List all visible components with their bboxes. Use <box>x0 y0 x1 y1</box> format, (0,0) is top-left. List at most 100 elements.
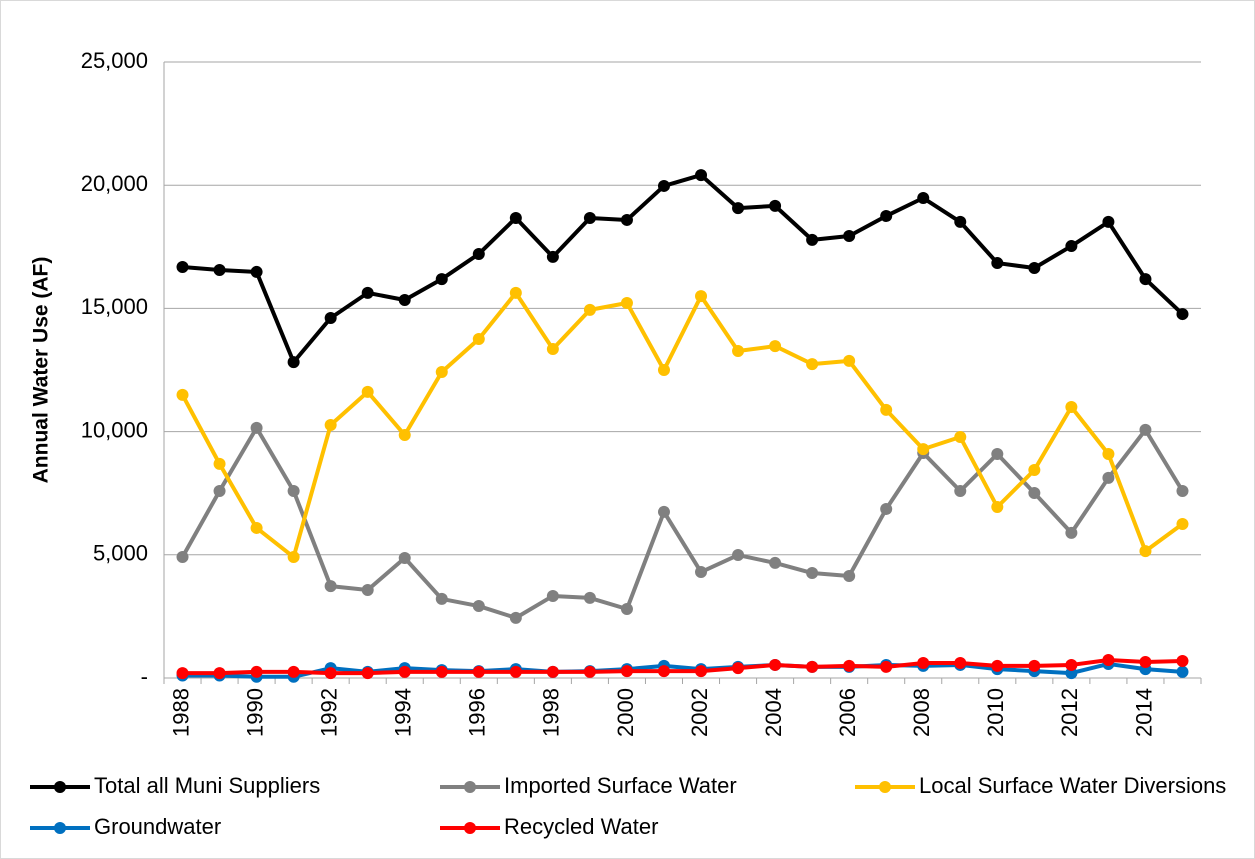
data-point <box>472 665 485 678</box>
data-point <box>880 660 893 673</box>
legend-marker <box>464 822 476 834</box>
data-point <box>509 211 522 224</box>
data-point <box>287 551 300 564</box>
data-point <box>213 667 226 680</box>
x-tick-label: 2008 <box>909 688 934 737</box>
data-point <box>769 199 782 212</box>
data-point <box>1176 654 1189 667</box>
data-point <box>1176 484 1189 497</box>
data-point <box>583 591 596 604</box>
x-tick-label: 2002 <box>687 688 712 737</box>
data-point <box>1065 658 1078 671</box>
data-point <box>435 592 448 605</box>
data-point <box>287 665 300 678</box>
data-point <box>250 265 263 278</box>
data-point <box>657 505 670 518</box>
data-point <box>806 233 819 246</box>
legend-label: Imported Surface Water <box>504 773 737 798</box>
y-tick-label: - <box>141 664 148 689</box>
data-point <box>1139 655 1152 668</box>
data-point <box>769 658 782 671</box>
data-point <box>435 273 448 286</box>
legend-label: Recycled Water <box>504 814 658 839</box>
data-point <box>695 566 708 579</box>
data-point <box>620 603 633 616</box>
data-point <box>1028 486 1041 499</box>
data-point <box>954 484 967 497</box>
data-point <box>361 286 374 299</box>
x-tick-label: 1990 <box>242 688 267 737</box>
data-point <box>213 263 226 276</box>
y-axis-label: Annual Water Use (AF) <box>30 257 53 484</box>
data-point <box>583 665 596 678</box>
data-point <box>546 343 559 356</box>
data-point <box>176 388 189 401</box>
data-point <box>954 431 967 444</box>
data-point <box>991 257 1004 270</box>
data-point <box>991 448 1004 461</box>
data-point <box>732 662 745 675</box>
series-line <box>182 658 1183 676</box>
data-point <box>435 365 448 378</box>
data-point <box>472 332 485 345</box>
data-point <box>695 665 708 678</box>
data-point <box>250 421 263 434</box>
data-point <box>917 443 930 456</box>
data-point <box>732 345 745 358</box>
data-point <box>250 521 263 534</box>
x-tick-label: 2004 <box>761 688 786 737</box>
data-point <box>806 567 819 580</box>
legend-label: Total all Muni Suppliers <box>94 773 320 798</box>
data-point <box>1065 240 1078 253</box>
data-point <box>657 665 670 678</box>
data-point <box>954 656 967 669</box>
data-point <box>1176 518 1189 530</box>
x-tick-label: 2014 <box>1131 688 1156 737</box>
data-point <box>620 296 633 309</box>
data-point <box>1028 261 1041 274</box>
data-point <box>1102 215 1115 228</box>
data-point <box>1102 448 1115 461</box>
data-point <box>546 589 559 602</box>
data-point <box>213 457 226 470</box>
data-point <box>843 354 856 367</box>
data-point <box>324 312 337 325</box>
data-point <box>917 192 930 205</box>
x-tick-label: 2006 <box>835 688 860 737</box>
data-point <box>620 665 633 678</box>
data-point <box>176 261 189 274</box>
y-tick-label: 15,000 <box>81 294 148 319</box>
data-point <box>917 656 930 669</box>
y-tick-label: 5,000 <box>93 541 148 566</box>
data-point <box>287 484 300 497</box>
data-point <box>361 584 374 597</box>
y-tick-label: 20,000 <box>81 171 148 196</box>
data-point <box>769 340 782 353</box>
data-point <box>991 659 1004 672</box>
data-point <box>435 665 448 678</box>
data-point <box>991 500 1004 513</box>
data-point <box>1028 464 1041 477</box>
data-point <box>398 294 411 307</box>
data-point <box>1139 273 1152 286</box>
data-point <box>398 665 411 678</box>
legend-label: Groundwater <box>94 814 221 839</box>
data-point <box>806 358 819 371</box>
data-point <box>509 665 522 678</box>
data-point <box>361 667 374 680</box>
data-point <box>1102 471 1115 484</box>
legend-marker <box>879 781 891 793</box>
x-tick-label: 1996 <box>465 688 490 737</box>
data-point <box>1065 400 1078 413</box>
data-point <box>954 215 967 228</box>
y-tick-label: 25,000 <box>81 48 148 73</box>
data-point <box>398 552 411 565</box>
data-point <box>583 211 596 224</box>
series-line <box>182 173 1184 365</box>
data-point <box>880 210 893 222</box>
data-point <box>769 556 782 569</box>
data-point <box>1065 526 1078 539</box>
series-line <box>180 290 1184 560</box>
